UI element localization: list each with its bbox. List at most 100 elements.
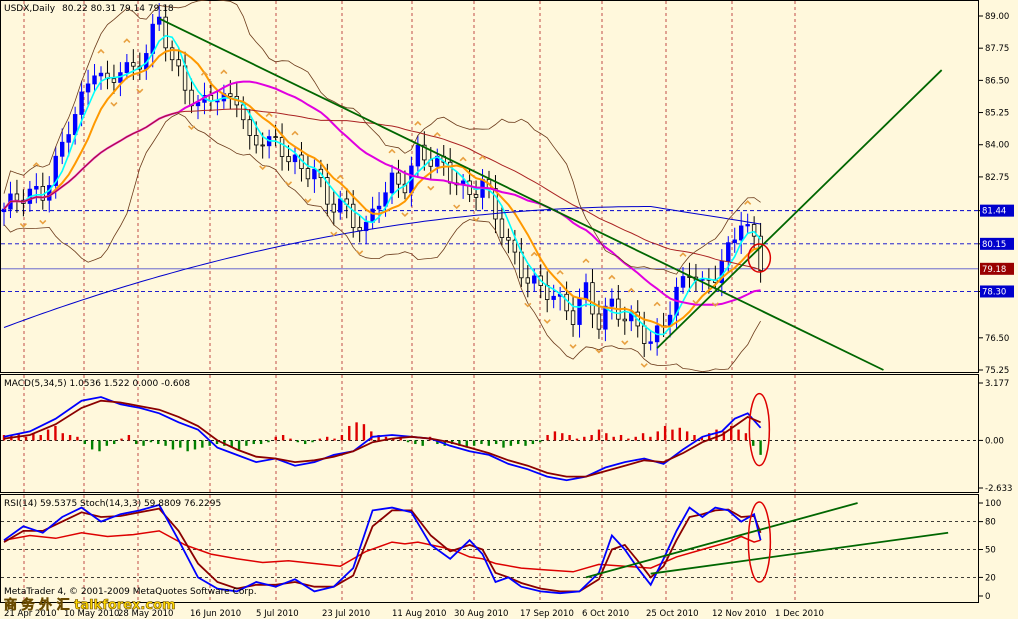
candle-body	[512, 239, 518, 253]
fractal-down-marker	[136, 88, 144, 94]
price-tick-label: 87.75	[985, 44, 1009, 54]
candle-body	[305, 168, 311, 180]
fractal-up-marker	[556, 269, 564, 275]
fractal-down-marker	[284, 181, 293, 186]
macd-signal-line	[3, 399, 761, 478]
candle-body	[169, 47, 175, 61]
fractal-up-marker	[530, 251, 538, 257]
candle-body	[648, 341, 653, 344]
rsi-tick-label: 20	[985, 573, 996, 583]
x-tick-label: 6 Oct 2010	[582, 609, 629, 619]
candle-body	[499, 218, 505, 238]
x-tick-label: 28 May 2010	[118, 609, 173, 619]
fractal-up-marker	[433, 131, 441, 137]
stoch-signal-line	[3, 507, 762, 593]
candle-body	[726, 242, 731, 262]
candle-body	[577, 298, 582, 325]
rsi-header: RSI(14) 59.5375 Stoch(14,3,3) 59.8809 76…	[4, 499, 221, 509]
fractal-down-marker	[39, 219, 47, 225]
candle-body	[66, 134, 71, 143]
price-tick-label: 89.00	[985, 12, 1009, 22]
rsi-tick-label: 100	[985, 499, 1001, 509]
fractal-down-marker	[427, 185, 435, 191]
rsi-layer	[1, 501, 978, 595]
fractal-down-marker	[187, 125, 196, 131]
candle-body	[163, 16, 168, 49]
blue-ma-line	[3, 206, 761, 328]
stoch-main-line	[3, 503, 762, 595]
candle-body	[325, 177, 330, 205]
price-highlight-circle	[747, 243, 772, 273]
candle-body	[545, 285, 550, 300]
candle-body	[350, 203, 356, 228]
fractal-down-marker	[356, 250, 364, 255]
candle-body	[60, 141, 65, 157]
candle-body	[739, 225, 744, 241]
candle-body	[286, 156, 291, 163]
fractal-up-marker	[265, 112, 273, 117]
candle-body	[590, 282, 595, 315]
fractal-up-marker	[627, 287, 635, 293]
candle-body	[331, 203, 336, 213]
rsi-panel-frame	[0, 494, 979, 603]
fractal-down-marker	[110, 102, 118, 107]
candle-body	[156, 16, 162, 25]
fractal-up-marker	[679, 252, 687, 257]
fractal-down-marker	[692, 299, 700, 305]
fractal-up-marker	[336, 174, 344, 180]
price-tick-label: 86.50	[985, 76, 1009, 86]
candle-body	[751, 224, 757, 237]
macd-tick-label: 0.00	[985, 436, 1004, 446]
fractal-down-marker	[569, 344, 577, 349]
candle-body	[415, 144, 421, 167]
candle-body	[98, 72, 104, 77]
fractal-up-marker	[32, 162, 40, 167]
current-price-badge	[980, 262, 1014, 275]
bollinger-upper	[3, 0, 761, 275]
level-badge	[980, 204, 1014, 217]
fractal-up-marker	[123, 38, 131, 43]
price-tick-label: 84.00	[985, 141, 1009, 151]
candle-body	[34, 185, 39, 190]
candle-body	[596, 313, 602, 330]
candle-body	[124, 62, 130, 74]
candle-body	[247, 119, 252, 136]
x-tick-label: 17 Sep 2010	[520, 609, 574, 619]
fractal-up-marker	[582, 258, 590, 264]
candle-body	[396, 172, 401, 185]
fractal-down-marker	[259, 165, 267, 171]
macd-panel-frame	[0, 374, 979, 493]
fractal-up-marker	[200, 71, 209, 76]
red-ma-line	[3, 108, 761, 271]
candle-body	[493, 188, 498, 220]
candle-body	[467, 180, 472, 195]
fractal-down-marker	[19, 223, 27, 228]
candle-body	[312, 168, 317, 180]
fractal-up-marker	[744, 200, 752, 205]
candle-body	[53, 155, 58, 186]
fractal-down-marker	[711, 302, 719, 307]
fractal-down-marker	[453, 204, 461, 210]
candle-body	[609, 298, 615, 307]
x-tick-label: 16 Jun 2010	[190, 609, 241, 619]
rsi-line	[3, 530, 761, 573]
level-badge-label: 80.15	[982, 240, 1006, 250]
rsi-tick-label: 50	[985, 546, 996, 556]
candle-body	[357, 227, 362, 232]
fractal-up-marker	[291, 130, 299, 136]
orange-ma-line	[3, 48, 761, 328]
candle-body	[111, 78, 117, 83]
candle-body	[700, 278, 705, 281]
candle-body	[564, 293, 569, 312]
candle-body	[583, 282, 589, 300]
fractal-down-marker	[524, 302, 532, 308]
price-trendline	[158, 17, 884, 371]
level-badge	[980, 285, 1014, 298]
macd-layer	[1, 392, 978, 482]
fractal-down-marker	[543, 319, 551, 324]
price-tick-label: 75.25	[985, 366, 1009, 376]
candle-body	[260, 144, 265, 147]
rsi-highlight-circle	[747, 501, 772, 583]
rsi-tick-label: 80	[985, 518, 996, 528]
x-tick-label: 30 Aug 2010	[454, 609, 508, 619]
